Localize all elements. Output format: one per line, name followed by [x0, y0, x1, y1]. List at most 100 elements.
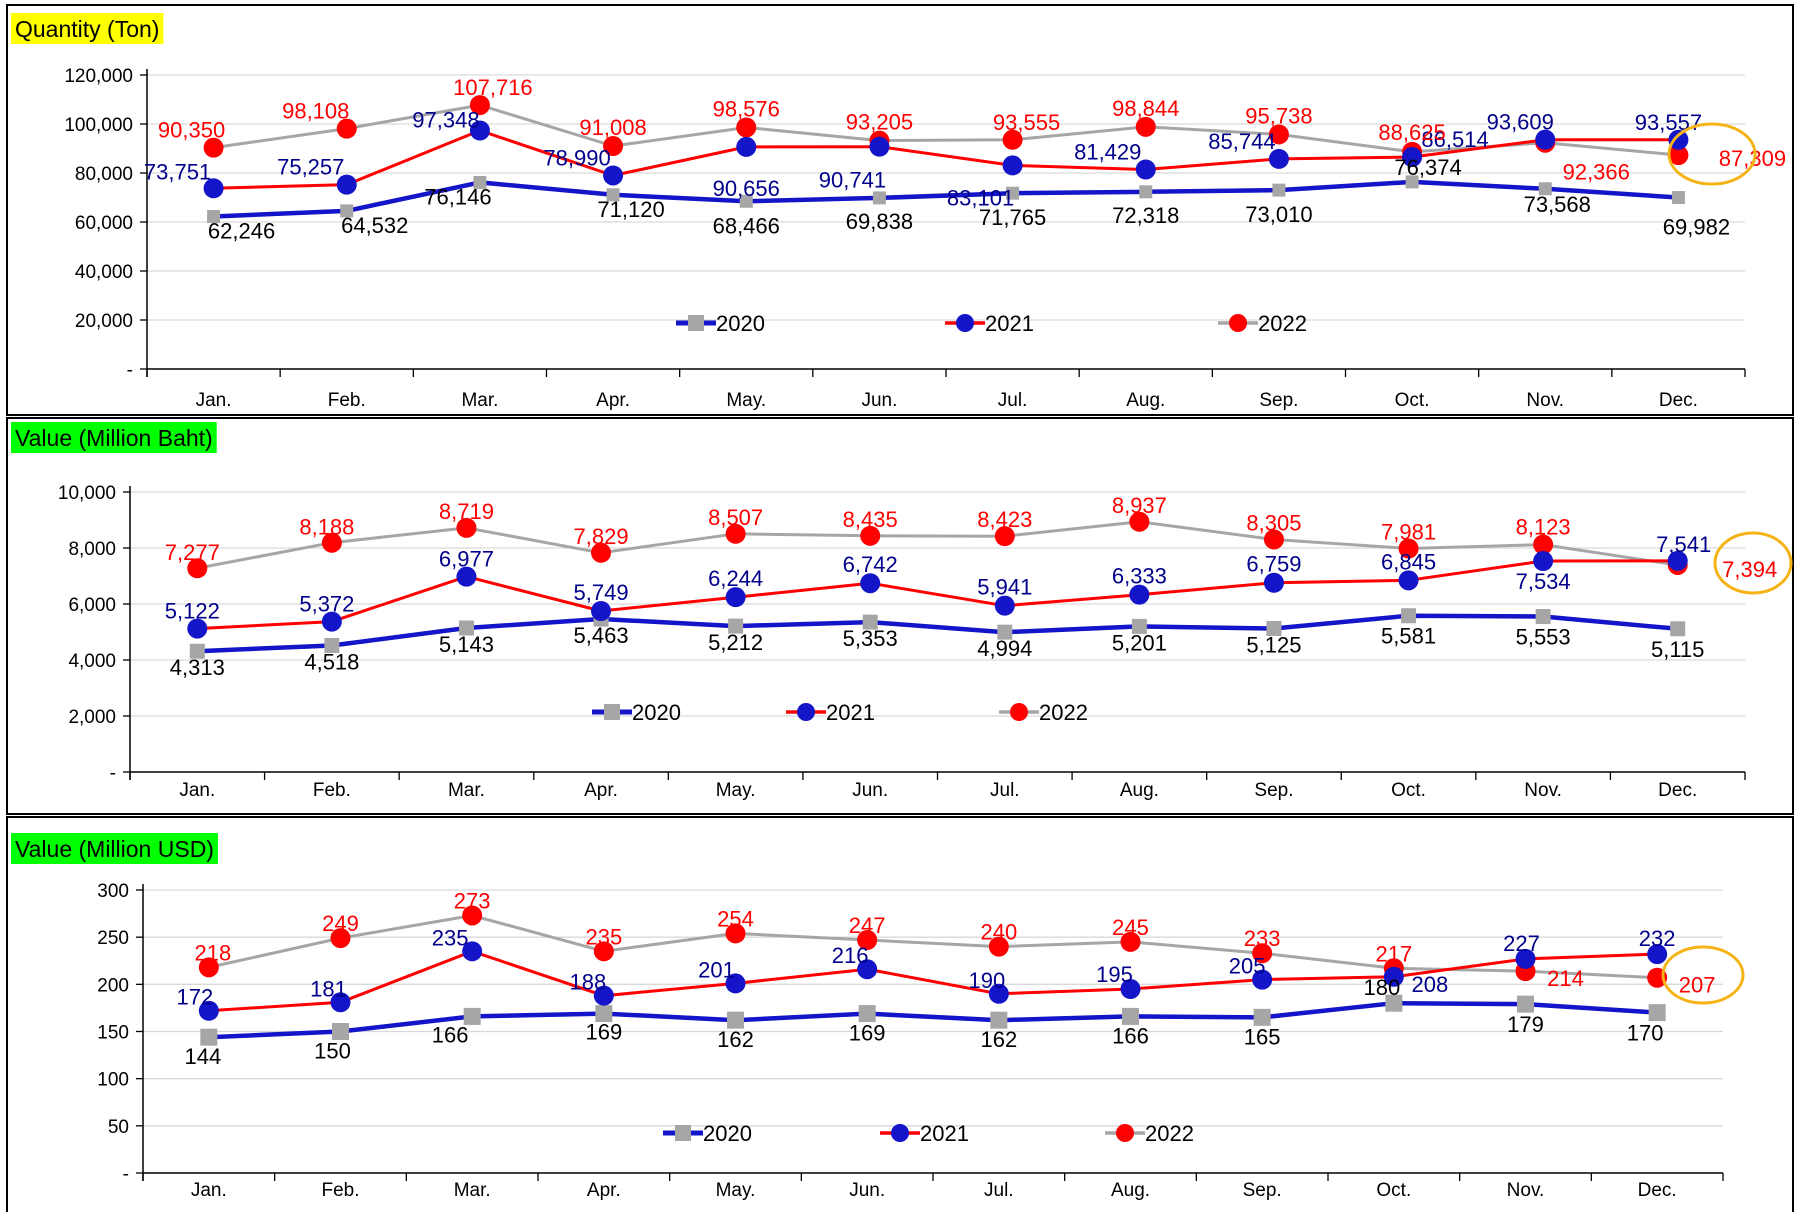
data-label-2022: 95,738 — [1245, 103, 1312, 128]
x-tick-label: Apr. — [587, 1180, 621, 1201]
marker-2021 — [1268, 148, 1289, 169]
data-label-2020: 62,246 — [208, 218, 275, 243]
data-label-2022: 207 — [1679, 973, 1716, 998]
data-label-2020: 179 — [1507, 1012, 1544, 1037]
data-label-2022: 98,576 — [713, 96, 780, 121]
y-tick-label: - — [123, 1164, 129, 1185]
legend-label-2020: 2020 — [632, 700, 681, 725]
data-label-2020: 144 — [184, 1044, 221, 1069]
data-label-2021: 5,749 — [574, 580, 629, 605]
data-label-2020: 5,553 — [1516, 625, 1571, 650]
legend-label-2021: 2021 — [985, 311, 1034, 336]
marker-2022 — [1252, 943, 1273, 964]
legend-label-2022: 2022 — [1258, 311, 1307, 336]
x-tick-label: Feb. — [328, 390, 366, 411]
data-label-2021: 216 — [832, 943, 869, 968]
data-label-2021: 73,751 — [144, 159, 211, 184]
data-label-2021: 93,609 — [1487, 110, 1554, 135]
data-label-2021: 190 — [968, 968, 1005, 993]
marker-2020 — [1253, 1008, 1271, 1026]
marker-2020 — [458, 620, 474, 636]
data-label-2020: 72,318 — [1112, 203, 1179, 228]
marker-2021 — [321, 611, 342, 632]
legend-marker-2022 — [1116, 1124, 1134, 1142]
marker-2022 — [1002, 129, 1023, 150]
marker-2021 — [591, 601, 612, 622]
marker-2021 — [994, 595, 1015, 616]
marker-2021 — [1402, 147, 1423, 168]
x-tick-label: Nov. — [1507, 1180, 1545, 1201]
marker-2021 — [203, 178, 224, 199]
data-label-2022: 214 — [1547, 966, 1584, 991]
x-tick-label: Jan. — [179, 780, 215, 801]
marker-2020 — [990, 1011, 1008, 1029]
data-label-2020: 165 — [1244, 1024, 1281, 1049]
data-label-2020: 76,374 — [1394, 155, 1461, 180]
data-label-2021: 86,514 — [1421, 127, 1488, 152]
data-label-2022: 88,625 — [1378, 120, 1445, 145]
data-label-2021: 195 — [1096, 962, 1133, 987]
y-tick-label: - — [127, 360, 133, 381]
x-tick-label: Aug. — [1126, 390, 1165, 411]
marker-2021 — [330, 992, 351, 1013]
data-label-2021: 5,941 — [977, 575, 1032, 600]
data-label-2020: 169 — [585, 1020, 622, 1045]
data-label-2020: 64,532 — [341, 213, 408, 238]
marker-2020 — [200, 1028, 218, 1046]
data-label-2021: 7,534 — [1516, 569, 1571, 594]
data-label-2020: 166 — [432, 1022, 469, 1047]
data-label-2022: 93,205 — [846, 110, 913, 135]
x-tick-label: Sep. — [1243, 1180, 1282, 1201]
data-label-2022: 7,829 — [574, 524, 629, 549]
y-tick-label: - — [110, 763, 116, 784]
y-tick-label: 80,000 — [75, 164, 133, 185]
y-tick-label: 2,000 — [68, 707, 116, 728]
marker-2020 — [463, 1007, 481, 1025]
marker-2021 — [860, 573, 881, 594]
x-tick-label: Feb. — [321, 1180, 359, 1201]
data-label-2020: 5,125 — [1246, 633, 1301, 658]
data-label-2022: 8,937 — [1112, 493, 1167, 518]
data-label-2021: 201 — [698, 957, 735, 982]
marker-2020 — [1517, 995, 1534, 1013]
data-label-2022: 8,507 — [708, 505, 763, 530]
x-tick-label: Aug. — [1120, 780, 1159, 801]
marker-2021 — [1129, 584, 1150, 605]
data-label-2021: 75,257 — [277, 155, 344, 180]
y-tick-label: 300 — [97, 881, 129, 902]
data-label-2022: 8,435 — [843, 507, 898, 532]
data-label-2021: 83,101 — [947, 185, 1014, 210]
marker-2022 — [1398, 538, 1419, 559]
marker-2021 — [1252, 969, 1273, 990]
data-label-2020: 4,313 — [170, 655, 225, 680]
x-tick-label: May. — [716, 780, 756, 801]
chart-panel-2: Value (Million Baht) - 2,000 4,000 6,000 8,00… — [6, 417, 1794, 815]
highlight-ring — [1661, 945, 1745, 1005]
data-label-2021: 7,541 — [1656, 532, 1711, 557]
marker-2020 — [727, 1011, 744, 1029]
data-label-2021: 227 — [1503, 931, 1540, 956]
data-label-2020: 162 — [980, 1027, 1017, 1052]
marker-2022 — [1533, 534, 1554, 555]
marker-2020 — [739, 194, 753, 208]
data-label-2021: 85,744 — [1208, 129, 1275, 154]
data-label-2020: 169 — [849, 1021, 886, 1046]
data-label-2020: 180 — [1363, 975, 1400, 1000]
x-tick-label: Dec. — [1658, 780, 1697, 801]
x-tick-label: Dec. — [1659, 390, 1698, 411]
marker-2022 — [321, 532, 342, 553]
x-tick-label: Nov. — [1526, 390, 1564, 411]
data-label-2022: 233 — [1244, 926, 1281, 951]
marker-2020 — [997, 624, 1013, 640]
marker-2021 — [1535, 129, 1556, 150]
marker-2021 — [725, 587, 746, 608]
marker-2021 — [1002, 155, 1023, 176]
marker-2020 — [207, 209, 221, 223]
marker-2022 — [1263, 529, 1284, 550]
legend-marker-2022 — [1010, 703, 1028, 721]
marker-2021 — [1398, 570, 1419, 591]
y-tick-label: 100 — [97, 1070, 129, 1091]
x-tick-label: Sep. — [1259, 390, 1298, 411]
x-tick-label: Mar. — [454, 1180, 491, 1201]
